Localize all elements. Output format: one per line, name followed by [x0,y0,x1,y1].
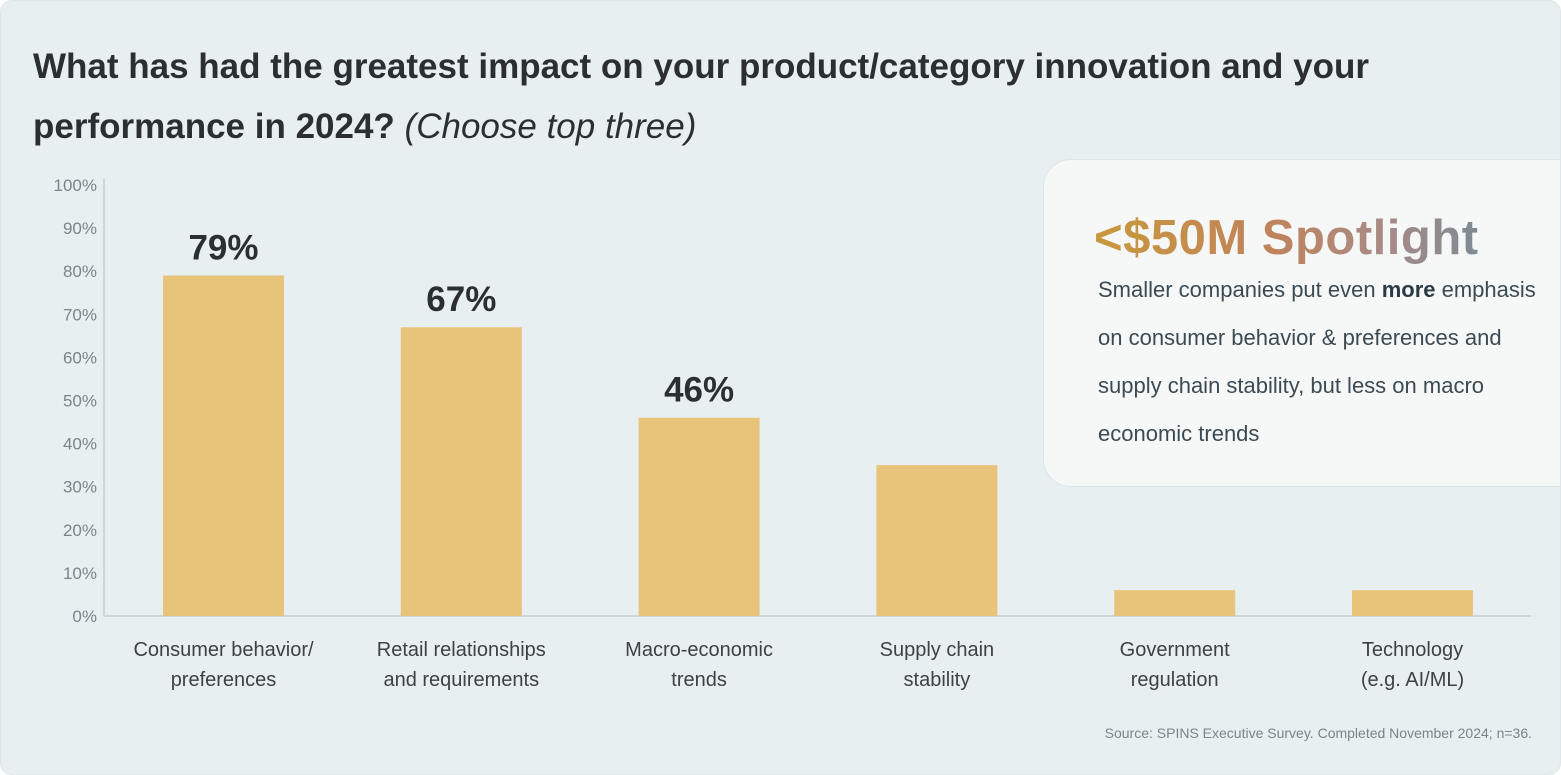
chart-title-main: What has had the greatest impact on your… [33,47,1369,146]
bar [400,327,522,616]
spotlight-text-end: emphasis on consumer behavior & preferen… [1098,277,1536,446]
bar [163,275,284,616]
category-label: Consumer behavior/ [133,639,314,661]
y-tick-label: 30% [63,478,97,497]
y-tick-label: 10% [63,564,97,583]
spotlight-title: <$50M Spotlight [1094,211,1479,265]
y-tick-label: 100% [54,176,97,195]
category-label: preferences [171,669,277,691]
category-label: (e.g. AI/ML) [1361,669,1464,691]
category-label: trends [671,669,727,691]
spotlight-text: Smaller companies put even more emphasis… [1098,266,1538,458]
y-tick-label: 80% [63,262,97,281]
data-label: 79% [188,229,258,268]
y-tick-label: 60% [63,348,97,367]
category-label: Macro-economic [625,639,773,661]
chart-title-subtitle: (Choose top three) [404,107,697,146]
y-tick-label: 0% [72,607,97,626]
data-label: 67% [426,280,496,319]
spotlight-text-start: Smaller companies put even [1098,277,1382,302]
source-note: Source: SPINS Executive Survey. Complete… [1104,725,1532,741]
chart-title: What has had the greatest impact on your… [33,37,1453,157]
bar [1114,590,1236,616]
bar [1352,590,1473,616]
category-label: Government [1120,639,1230,661]
y-tick-label: 20% [63,521,97,540]
bar [876,465,998,616]
category-label: stability [904,669,971,691]
category-label: Retail relationships [377,639,546,661]
y-tick-label: 90% [63,219,97,238]
y-tick-label: 70% [63,305,97,324]
category-label: Technology [1362,639,1463,661]
category-label: and requirements [383,669,539,691]
y-tick-label: 50% [63,392,97,411]
spotlight-panel: <$50M Spotlight Smaller companies put ev… [1043,159,1560,487]
bar [638,417,760,616]
category-label: Supply chain [880,639,995,661]
data-label: 46% [664,371,734,410]
spotlight-text-bold: more [1381,277,1436,302]
y-tick-label: 40% [63,435,97,454]
category-label: regulation [1131,669,1219,691]
